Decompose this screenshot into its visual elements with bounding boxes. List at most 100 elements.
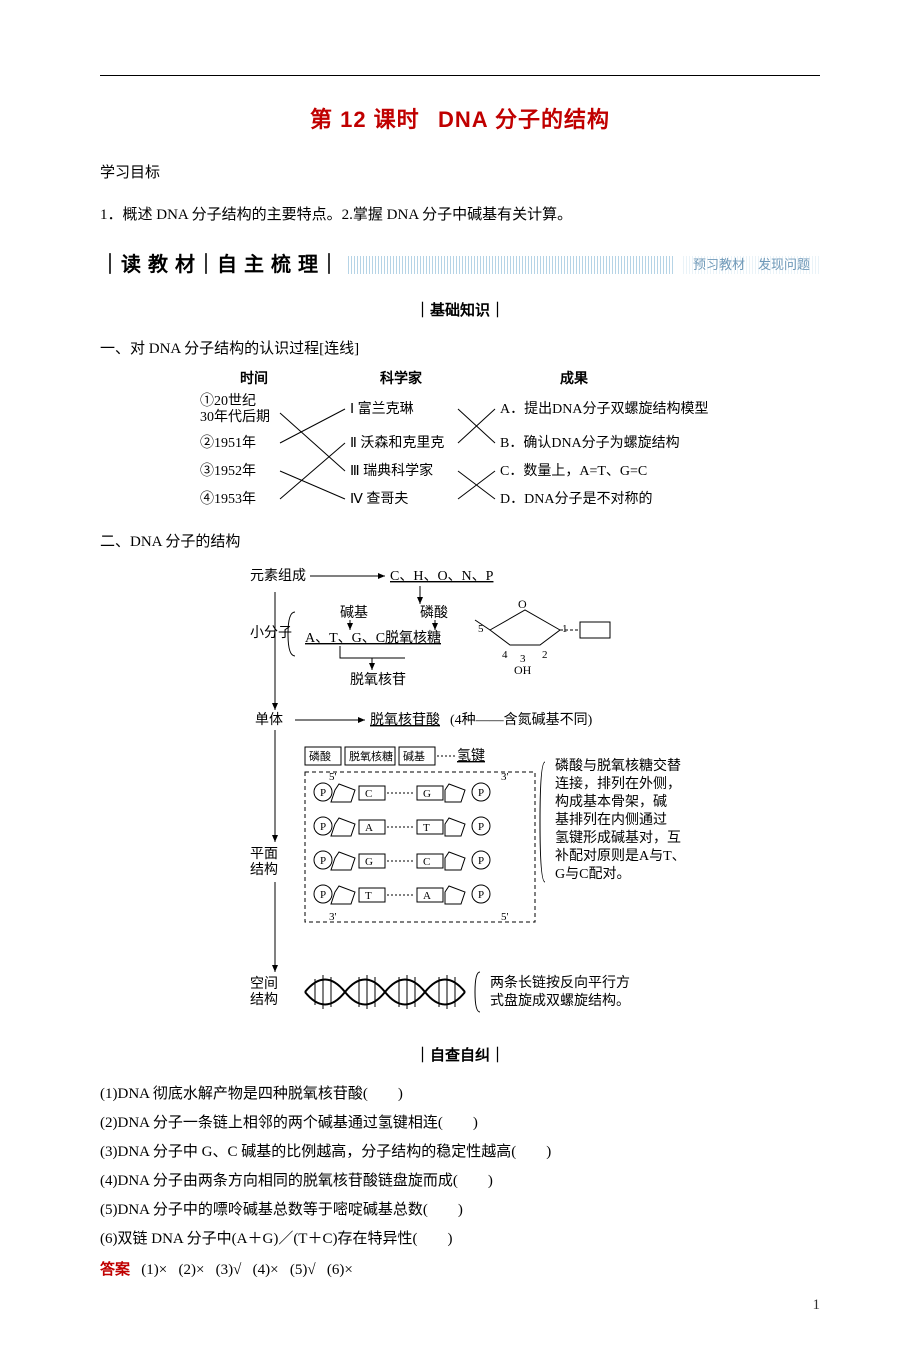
svg-text:磷酸: 磷酸	[309, 749, 331, 763]
svg-text:小分子: 小分子	[250, 625, 292, 641]
svg-text:时间: 时间	[240, 370, 268, 387]
section-banner: ｜读 教 材｜自 主 梳 理｜ 预习教材 发现问题	[100, 247, 820, 283]
check-item: (1)DNA 彻底水解产物是四种脱氧核苷酸( )	[100, 1081, 820, 1108]
svg-text:Ⅱ 沃森和克里克: Ⅱ 沃森和克里克	[350, 435, 444, 451]
check-item: (4)DNA 分子由两条方向相同的脱氧核苷酸链盘旋而成( )	[100, 1168, 820, 1195]
svg-text:G与C配对。: G与C配对。	[555, 866, 630, 882]
svg-text:式盘旋成双螺旋结构。: 式盘旋成双螺旋结构。	[490, 992, 630, 1009]
svg-text:脱氧核糖: 脱氧核糖	[385, 630, 441, 646]
svg-text:2: 2	[542, 649, 548, 661]
self-check-list: (1)DNA 彻底水解产物是四种脱氧核苷酸( ) (2)DNA 分子一条链上相邻…	[100, 1081, 820, 1253]
svg-text:G: G	[365, 856, 373, 868]
lesson-title: 第 12 课时 DNA 分子的结构	[100, 100, 820, 140]
svg-text:③1952年: ③1952年	[200, 463, 256, 479]
svg-text:B．确认DNA分子为螺旋结构: B．确认DNA分子为螺旋结构	[500, 435, 680, 451]
svg-text:科学家: 科学家	[380, 370, 423, 387]
svg-text:D．DNA分子是不对称的: D．DNA分子是不对称的	[500, 491, 652, 507]
check-item: (5)DNA 分子中的嘌呤碱基总数等于嘧啶碱基总数( )	[100, 1197, 820, 1224]
svg-text:O: O	[518, 597, 527, 611]
svg-text:磷酸: 磷酸	[420, 605, 448, 621]
svg-text:④1953年: ④1953年	[200, 491, 256, 507]
divider-selfcheck: ｜自查自纠｜	[100, 1042, 820, 1069]
svg-text:②1951年: ②1951年	[200, 435, 256, 451]
svg-text:元素组成: 元素组成	[250, 568, 306, 584]
banner-right: 预习教材 发现问题	[683, 256, 820, 274]
banner-stripe	[348, 256, 675, 274]
check-item: (2)DNA 分子一条链上相邻的两个碱基通过氢键相连( )	[100, 1110, 820, 1137]
section2-heading: 二、DNA 分子的结构	[100, 529, 820, 556]
svg-text:C: C	[423, 856, 430, 868]
svg-text:Ⅰ 富兰克琳: Ⅰ 富兰克琳	[350, 400, 414, 417]
answer-label: 答案	[100, 1262, 130, 1278]
svg-text:空间: 空间	[250, 976, 278, 992]
svg-text:T: T	[423, 822, 430, 834]
svg-text:成果: 成果	[560, 370, 589, 387]
svg-text:P: P	[320, 855, 326, 867]
svg-text:单体: 单体	[255, 712, 283, 728]
svg-text:P: P	[478, 787, 484, 799]
svg-text:Ⅳ 查哥夫: Ⅳ 查哥夫	[350, 491, 408, 507]
svg-text:A: A	[423, 890, 431, 902]
svg-text:A: A	[365, 822, 373, 834]
section1-heading: 一、对 DNA 分子结构的认识过程[连线]	[100, 336, 820, 363]
matching-diagram: 时间 科学家 成果 ①20世纪 30年代后期 ②1951年 ③1952年 ④19…	[100, 369, 820, 519]
svg-text:4: 4	[502, 649, 508, 661]
answer-line: 答案 (1)× (2)× (3)√ (4)× (5)√ (6)×	[100, 1257, 820, 1284]
svg-text:氢键: 氢键	[457, 748, 485, 764]
svg-text:3': 3'	[501, 771, 509, 783]
svg-text:C: C	[365, 788, 372, 800]
objectives-label: 学习目标	[100, 160, 820, 187]
svg-text:OH: OH	[514, 663, 532, 677]
svg-text:C．数量上，A=T、G=C: C．数量上，A=T、G=C	[500, 463, 647, 479]
svg-text:P: P	[478, 889, 484, 901]
svg-text:P: P	[320, 821, 326, 833]
svg-text:结构: 结构	[250, 862, 278, 878]
structure-diagram: 元素组成 C、H、O、N、P 小分子 碱基 磷酸 A、T、G、C 脱氧核糖 脱氧…	[100, 562, 820, 1032]
svg-text:T: T	[365, 890, 372, 902]
svg-text:1: 1	[562, 623, 568, 635]
svg-text:磷酸与脱氧核糖交替: 磷酸与脱氧核糖交替	[555, 757, 681, 774]
check-item: (6)双链 DNA 分子中(A＋G)／(T＋C)存在特异性( )	[100, 1226, 820, 1253]
svg-text:A．提出DNA分子双螺旋结构模型: A．提出DNA分子双螺旋结构模型	[500, 401, 708, 417]
svg-text:脱氧核苷酸: 脱氧核苷酸	[370, 712, 440, 728]
divider-basic: ｜基础知识｜	[100, 297, 820, 324]
answer-item: (3)√	[216, 1262, 242, 1278]
banner-left: ｜读 教 材｜自 主 梳 理｜	[100, 247, 340, 283]
svg-text:补配对原则是A与T、: 补配对原则是A与T、	[555, 848, 686, 864]
svg-text:结构: 结构	[250, 992, 278, 1008]
svg-text:P: P	[320, 787, 326, 799]
page-number: 1	[813, 1292, 821, 1319]
svg-text:构成基本骨架，碱: 构成基本骨架，碱	[555, 793, 667, 810]
svg-text:(4种——含氮碱基不同): (4种——含氮碱基不同)	[450, 711, 593, 728]
svg-text:碱基: 碱基	[403, 750, 425, 763]
answer-item: (4)×	[253, 1262, 279, 1278]
svg-text:平面: 平面	[250, 847, 278, 862]
title-part1: 第 12 课时	[310, 107, 420, 132]
svg-text:脱氧核苷: 脱氧核苷	[350, 672, 406, 688]
title-part2: DNA 分子的结构	[438, 107, 610, 132]
objectives-text: 1．概述 DNA 分子结构的主要特点。2.掌握 DNA 分子中碱基有关计算。	[100, 202, 820, 229]
svg-text:Ⅲ 瑞典科学家: Ⅲ 瑞典科学家	[350, 462, 433, 479]
svg-text:3': 3'	[329, 911, 337, 923]
answer-item: (6)×	[327, 1262, 353, 1278]
top-rule	[100, 75, 820, 76]
svg-text:C、H、O、N、P: C、H、O、N、P	[390, 569, 494, 584]
svg-text:P: P	[478, 821, 484, 833]
svg-text:5': 5'	[329, 771, 337, 783]
svg-text:两条长链按反向平行方: 两条长链按反向平行方	[490, 974, 630, 991]
svg-text:P: P	[478, 855, 484, 867]
svg-text:P: P	[320, 889, 326, 901]
answer-item: (1)×	[141, 1262, 167, 1278]
svg-text:氢键形成碱基对，互: 氢键形成碱基对，互	[555, 829, 681, 846]
svg-text:基排列在内侧通过: 基排列在内侧通过	[555, 811, 667, 828]
check-item: (3)DNA 分子中 G、C 碱基的比例越高，分子结构的稳定性越高( )	[100, 1139, 820, 1166]
svg-text:A、T、G、C: A、T、G、C	[305, 631, 385, 646]
svg-text:①20世纪: ①20世纪	[200, 393, 256, 409]
svg-text:G: G	[423, 788, 431, 800]
svg-text:碱基: 碱基	[340, 604, 368, 621]
svg-text:连接，排列在外侧，: 连接，排列在外侧，	[555, 775, 681, 792]
svg-text:脱氧核糖: 脱氧核糖	[349, 749, 393, 763]
answer-item: (5)√	[290, 1262, 316, 1278]
svg-text:5': 5'	[501, 911, 509, 923]
svg-text:30年代后期: 30年代后期	[200, 409, 270, 425]
